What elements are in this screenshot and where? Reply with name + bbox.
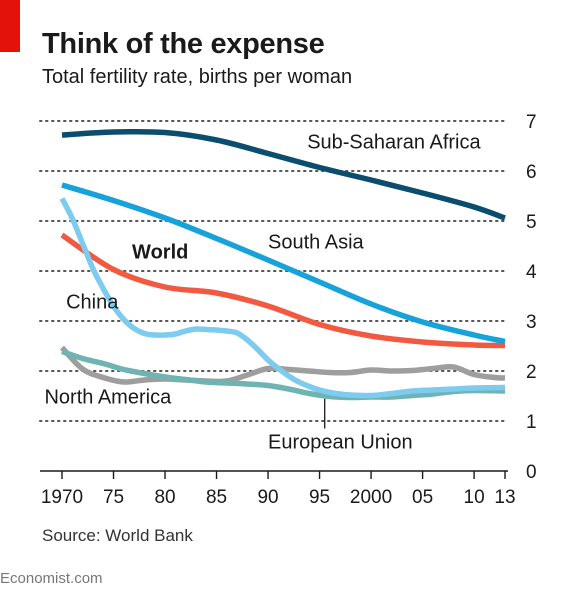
y-tick-label-6: 6: [526, 162, 537, 183]
series-line-north-america: [59, 345, 506, 385]
y-tick-label-3: 3: [526, 312, 537, 333]
series-line-china: [59, 197, 506, 399]
x-tick-label-2010: 10: [464, 487, 485, 508]
series-label-world: World: [132, 242, 188, 264]
grid-lines: [39, 120, 509, 422]
series-labels: Sub-Saharan Africa South Asia World China No…: [44, 132, 481, 454]
x-tick-label-2000: 2000: [350, 487, 392, 508]
x-tick-label-1975: 75: [103, 487, 124, 508]
x-tick-label-1980: 80: [154, 487, 175, 508]
chart-title: Think of the expense: [42, 28, 325, 60]
series-line-south-asia: [61, 182, 506, 345]
series-label-china: China: [66, 292, 119, 314]
series-label-sub-saharan-africa: Sub-Saharan Africa: [307, 132, 481, 154]
axes: 0 1 2 3 4 5 6 7 1970 75 80 85 90 95 2000 05 10 13: [40, 112, 537, 508]
y-tick-label-2: 2: [526, 362, 537, 383]
brand-accent-tag: [0, 0, 20, 52]
x-tick-label-1985: 85: [206, 487, 227, 508]
chart-subtitle: Total fertility rate, births per woman: [42, 66, 353, 88]
x-tick-label-1970: 1970: [41, 487, 83, 508]
y-tick-label-5: 5: [526, 212, 537, 233]
series-label-south-asia: South Asia: [268, 232, 365, 254]
y-tick-label-4: 4: [526, 262, 537, 283]
series-lines: [59, 128, 506, 401]
series-line-sub-saharan-africa: [61, 128, 506, 221]
x-tick-label-2013: 13: [494, 487, 515, 508]
series-label-north-america: North America: [44, 387, 172, 409]
series-line-world: [60, 232, 506, 349]
source-note: Source: World Bank: [42, 526, 193, 545]
x-tick-label-2005: 05: [412, 487, 433, 508]
publisher-credit: Economist.com: [0, 570, 103, 587]
y-tick-label-1: 1: [526, 412, 537, 433]
series-line-european-union: [61, 348, 506, 401]
y-tick-label-0: 0: [526, 462, 537, 483]
x-tick-label-1995: 95: [309, 487, 330, 508]
series-label-european-union: European Union: [268, 432, 413, 454]
x-tick-label-1990: 90: [257, 487, 278, 508]
y-tick-label-7: 7: [526, 112, 537, 133]
